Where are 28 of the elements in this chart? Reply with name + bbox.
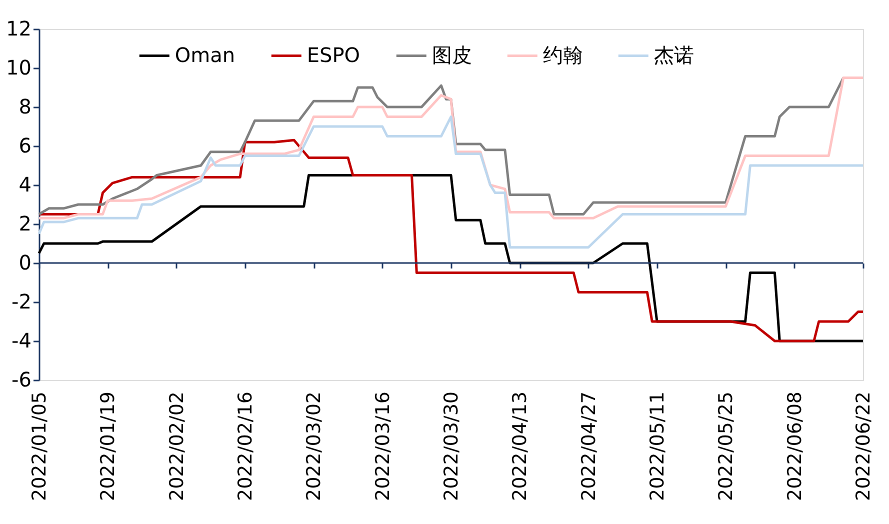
legend-label: ESPO — [306, 42, 360, 67]
x-tick-label: 2022/03/30 — [440, 392, 462, 502]
x-tick-label: 2022/06/08 — [784, 392, 806, 502]
x-tick-label: 2022/05/11 — [646, 392, 668, 502]
x-tick-label: 2022/02/16 — [234, 392, 256, 502]
x-tick-label: 2022/03/02 — [303, 392, 326, 502]
y-tick-label: -4 — [12, 328, 32, 352]
y-tick-label: 2 — [18, 212, 32, 236]
x-tick-label: 2022/05/25 — [715, 392, 738, 502]
y-tick-label: 6 — [18, 134, 32, 158]
x-tick-label: 2022/04/27 — [578, 392, 600, 502]
x-tick-label: 2022/03/16 — [372, 392, 394, 502]
legend-label: 约翰 — [542, 42, 583, 67]
x-tick-label: 2022/02/02 — [166, 392, 188, 502]
y-tick-label: -6 — [12, 368, 32, 392]
y-tick-label: -2 — [12, 290, 32, 314]
y-tick-label: 4 — [18, 172, 32, 196]
legend-label: Oman — [174, 42, 236, 67]
y-tick-label: 10 — [6, 56, 32, 80]
y-tick-label: 0 — [18, 250, 32, 274]
x-tick-label: 2022/06/22 — [852, 392, 874, 502]
x-tick-label: 2022/01/19 — [97, 392, 120, 502]
x-tick-label: 2022/04/13 — [509, 392, 532, 502]
x-tick-label: 2022/01/05 — [28, 392, 50, 502]
y-tick-label: 8 — [18, 94, 32, 118]
legend-label: 图皮 — [432, 42, 472, 67]
legend-label: 杰诺 — [654, 42, 694, 67]
y-tick-label: 12 — [6, 16, 32, 40]
